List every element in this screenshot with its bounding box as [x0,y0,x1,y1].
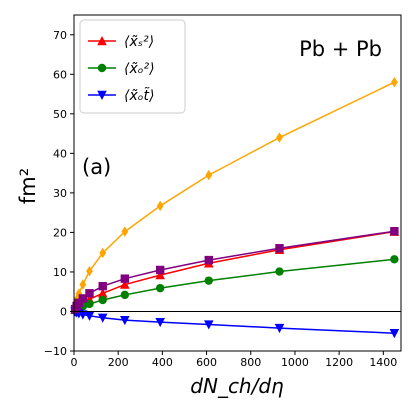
data-point-series-3 [99,247,107,259]
y-tick-label: 60 [53,68,67,81]
data-point-series-4 [78,294,88,303]
legend-box [79,19,186,114]
data-point-series-4 [98,281,107,291]
plot-frame [73,14,402,352]
y-axis-title: fm² [16,168,40,204]
x-tick-label: 400 [152,356,173,369]
data-point-series-2 [97,313,108,323]
y-tick-label: 40 [53,147,67,160]
legend: ⟨x̃ₛ²⟩ ⟨x̃ₒ²⟩ ⟨x̃ₒt̃⟩ [79,19,186,114]
y-tick-label: 10 [53,266,67,279]
data-point-series-0 [120,279,130,289]
legend-label: ⟨x̃ₒt̃⟩ [124,87,155,104]
annotation-panel-label: (a) [82,155,111,179]
data-point-series-3 [79,279,87,290]
data-point-series-4 [74,298,84,307]
data-point-series-2 [120,315,130,326]
data-point-series-3 [390,77,398,88]
data-point-series-4 [204,255,213,265]
data-point-series-3 [121,226,129,237]
data-point-series-1 [390,255,399,264]
x-tick-label: 0 [71,356,78,369]
x-tick-label: 200 [108,356,129,369]
data-point-series-2 [155,317,165,328]
data-point-series-4 [155,265,165,275]
y-tick-label: 50 [53,108,67,121]
data-point-series-3 [86,265,93,277]
data-point-series-2 [203,320,214,330]
x-tick-label: 1000 [281,356,309,369]
data-point-series-4 [120,274,130,283]
x-tick-label: 800 [240,356,261,369]
data-point-series-4 [275,244,284,253]
axes: 0 200 400 600 800 1000 1200 1400 −10 0 10 20 30 40 50 6… [44,29,401,369]
data-point-series-2 [78,310,88,320]
x-tick-label: 600 [196,356,217,369]
data-point-series-1 [85,299,94,309]
data-point-series-0 [97,288,108,298]
legend-marker [97,90,107,100]
data-point-series-1 [155,283,165,293]
data-point-series-4 [85,289,94,298]
plot-area [70,77,400,339]
legend-label: ⟨x̃ₒ²⟩ [124,61,155,77]
data-point-series-1 [275,267,284,276]
y-tick-label: 70 [53,29,67,42]
legend-marker [97,36,107,46]
y-tick-label: 30 [53,187,67,200]
x-tick-label: 1200 [325,356,353,369]
data-point-series-3 [205,169,213,181]
data-point-series-2 [84,311,95,321]
data-point-series-3 [276,132,283,143]
data-point-series-1 [204,276,213,285]
annotation-system: Pb + Pb [299,37,382,61]
legend-label: ⟨x̃ₛ²⟩ [124,34,154,50]
data-point-series-3 [156,200,164,212]
y-tick-label: 20 [53,226,67,239]
y-tick-label: 0 [60,305,67,318]
data-point-series-2 [274,323,285,334]
data-point-series-1 [120,290,130,300]
y-tick-label: −10 [44,345,67,358]
x-tick-label: 1400 [369,356,397,369]
data-point-series-2 [389,329,400,339]
data-point-series-4 [390,227,399,236]
data-point-series-1 [98,295,107,305]
x-axis-title: dN_ch/dη [190,374,284,398]
series-line-3 [74,81,395,306]
data-point-series-0 [155,270,165,280]
series-line-2 [74,311,395,334]
legend-marker [97,63,107,73]
